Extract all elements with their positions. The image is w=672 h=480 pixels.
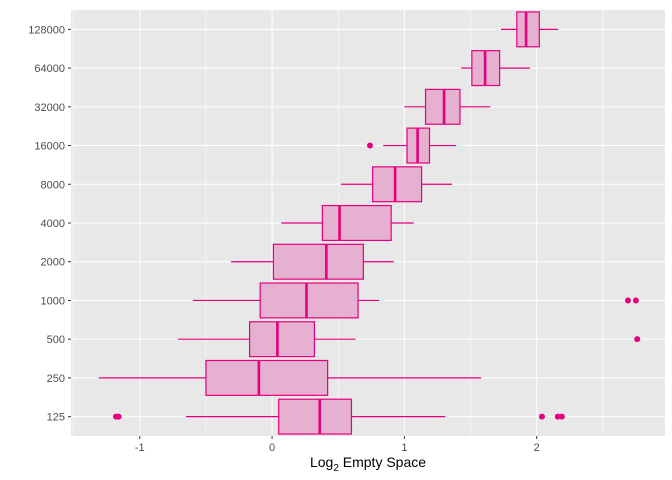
outlier-point xyxy=(115,413,122,420)
box-iqr xyxy=(248,321,316,358)
x-tick-label: -1 xyxy=(135,442,145,454)
x-axis: -1 0 1 2 xyxy=(135,436,540,454)
box-250 xyxy=(98,359,482,396)
x-tick-label: 0 xyxy=(269,442,275,454)
box-4000 xyxy=(281,204,414,242)
outlier-point xyxy=(624,297,631,304)
box-64000 xyxy=(461,50,531,87)
y-tick-label: 125 xyxy=(47,412,65,424)
box-16000 xyxy=(366,127,456,164)
x-axis-title: Log2 Empty Space xyxy=(310,454,426,474)
box-iqr xyxy=(272,243,364,280)
box-iqr xyxy=(424,88,461,125)
outlier-point xyxy=(634,336,641,343)
box-iqr xyxy=(516,11,540,48)
y-tick-label: 64000 xyxy=(34,63,65,75)
box-iqr xyxy=(372,166,423,203)
outlier-point xyxy=(632,297,639,304)
y-tick-label: 1000 xyxy=(41,295,65,307)
y-tick-label: 128000 xyxy=(28,24,65,36)
box-iqr xyxy=(321,204,392,242)
box-2000 xyxy=(231,243,394,280)
x-axis-title-subscript: 2 xyxy=(333,463,339,474)
y-tick-label: 2000 xyxy=(41,257,65,269)
box-32000 xyxy=(404,88,491,125)
outlier-point xyxy=(558,413,565,420)
box-500 xyxy=(178,321,641,358)
box-128000 xyxy=(500,11,558,48)
box-8000 xyxy=(340,166,453,203)
box-iqr xyxy=(205,359,329,396)
x-tick-label: 1 xyxy=(401,442,407,454)
x-axis-title-suffix: Empty Space xyxy=(339,454,426,470)
box-1000 xyxy=(192,282,639,319)
y-axis: 125 250 500 1000 2000 4000 8000 16000 32000 64000… xyxy=(28,24,71,424)
box-125 xyxy=(112,398,565,435)
y-tick-label: 8000 xyxy=(41,179,65,191)
outlier-point xyxy=(366,142,373,149)
y-tick-label: 32000 xyxy=(34,102,65,114)
box-series xyxy=(98,11,641,435)
y-tick-label: 250 xyxy=(47,373,65,385)
y-tick-label: 500 xyxy=(47,334,65,346)
y-tick-label: 16000 xyxy=(34,141,65,153)
x-axis-title-main: Log xyxy=(310,454,333,470)
y-tick-label: 4000 xyxy=(41,218,65,230)
x-tick-label: 2 xyxy=(534,442,540,454)
box-iqr xyxy=(278,398,353,435)
outlier-point xyxy=(538,413,545,420)
box-iqr xyxy=(259,282,359,319)
